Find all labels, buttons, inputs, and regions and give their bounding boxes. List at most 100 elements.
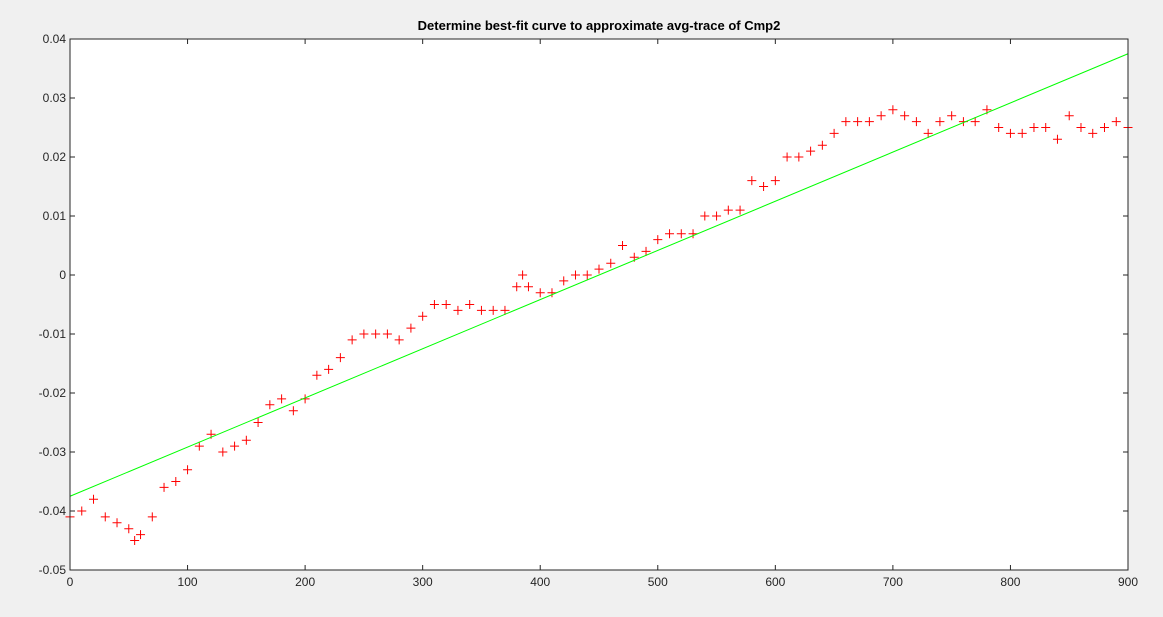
data-point bbox=[923, 128, 933, 138]
data-point bbox=[183, 465, 193, 475]
data-point bbox=[130, 536, 140, 545]
x-tick-label: 0 bbox=[67, 575, 74, 589]
data-point bbox=[817, 140, 827, 150]
data-point bbox=[570, 270, 580, 280]
data-point bbox=[324, 364, 334, 374]
data-point bbox=[606, 258, 616, 268]
data-point bbox=[700, 211, 710, 221]
data-point bbox=[77, 506, 87, 516]
y-tick-label: -0.04 bbox=[39, 504, 67, 518]
fit-line bbox=[69, 53, 1129, 497]
data-point bbox=[594, 264, 604, 274]
data-point bbox=[841, 117, 851, 127]
data-point bbox=[641, 246, 651, 256]
y-tick-label: 0.02 bbox=[43, 150, 67, 164]
data-point bbox=[441, 300, 451, 309]
data-point bbox=[453, 305, 463, 315]
x-tick-label: 200 bbox=[295, 575, 315, 589]
data-point bbox=[136, 530, 146, 540]
data-point bbox=[230, 441, 240, 451]
data-point bbox=[723, 205, 733, 215]
ticks-layer: 0 100 200 300 400 500 600 700 800 900 0.04 0.03 0.02… bbox=[39, 32, 1139, 589]
data-point bbox=[665, 229, 675, 239]
data-point bbox=[688, 229, 698, 239]
data-point bbox=[888, 105, 898, 115]
axes-box bbox=[69, 38, 1129, 571]
data-point bbox=[382, 329, 392, 339]
data-point bbox=[559, 276, 569, 286]
data-point bbox=[1005, 128, 1015, 138]
data-point bbox=[359, 329, 369, 339]
y-tick-label: -0.05 bbox=[39, 563, 67, 577]
data-point bbox=[782, 152, 792, 162]
data-point bbox=[1017, 128, 1027, 138]
data-point bbox=[618, 241, 628, 250]
data-point bbox=[312, 370, 322, 380]
data-point bbox=[911, 117, 921, 127]
data-point bbox=[1099, 123, 1109, 132]
data-point bbox=[241, 435, 251, 445]
data-point bbox=[277, 394, 287, 404]
x-tick-label: 400 bbox=[530, 575, 550, 589]
data-point bbox=[112, 518, 122, 528]
data-point bbox=[512, 282, 522, 292]
data-point bbox=[465, 300, 475, 309]
data-point bbox=[1064, 111, 1074, 121]
y-tick-label: 0.01 bbox=[43, 209, 67, 223]
data-point bbox=[947, 111, 957, 121]
data-point bbox=[429, 300, 439, 309]
x-tick-label: 500 bbox=[648, 575, 668, 589]
data-point bbox=[218, 447, 228, 457]
data-point bbox=[770, 176, 780, 186]
data-point bbox=[288, 406, 298, 416]
data-point bbox=[1111, 117, 1121, 127]
data-point bbox=[994, 123, 1004, 132]
data-point bbox=[1052, 134, 1062, 144]
data-point bbox=[735, 205, 745, 215]
x-tick-label: 300 bbox=[413, 575, 433, 589]
data-point bbox=[500, 305, 510, 315]
plot-area bbox=[70, 39, 1128, 570]
y-tick-label: 0.04 bbox=[43, 32, 67, 46]
data-point bbox=[100, 512, 110, 522]
x-tick-label: 100 bbox=[178, 575, 198, 589]
data-point bbox=[347, 335, 357, 345]
data-point bbox=[89, 494, 99, 504]
data-point bbox=[747, 176, 757, 186]
x-tick-label: 800 bbox=[1000, 575, 1020, 589]
y-tick-label: -0.01 bbox=[39, 327, 67, 341]
data-point bbox=[371, 329, 381, 339]
x-tick-label: 600 bbox=[765, 575, 785, 589]
data-point bbox=[900, 111, 910, 121]
data-point bbox=[1041, 123, 1051, 132]
data-point bbox=[864, 117, 874, 127]
y-tick-label: -0.03 bbox=[39, 445, 67, 459]
data-point bbox=[523, 282, 533, 292]
data-point bbox=[676, 229, 686, 239]
data-point bbox=[794, 152, 804, 162]
data-point bbox=[265, 400, 275, 410]
data-point bbox=[876, 111, 886, 121]
data-point bbox=[476, 305, 486, 315]
data-point bbox=[547, 288, 557, 298]
data-point bbox=[829, 128, 839, 138]
chart-title: Determine best-fit curve to approximate … bbox=[418, 18, 781, 33]
data-point bbox=[194, 441, 204, 451]
y-tick-label: 0 bbox=[59, 268, 66, 282]
data-point bbox=[335, 353, 345, 363]
data-point bbox=[970, 117, 980, 127]
data-point bbox=[535, 288, 545, 298]
data-point bbox=[124, 524, 134, 534]
data-point bbox=[253, 418, 263, 427]
data-point bbox=[418, 311, 428, 321]
data-point bbox=[1076, 123, 1086, 132]
data-point bbox=[1029, 123, 1039, 132]
data-point bbox=[488, 305, 498, 315]
series-layer bbox=[65, 53, 1133, 545]
data-point bbox=[1088, 128, 1098, 138]
data-point bbox=[853, 117, 863, 127]
data-point bbox=[582, 270, 592, 280]
data-point bbox=[653, 235, 663, 245]
data-point bbox=[806, 146, 816, 156]
